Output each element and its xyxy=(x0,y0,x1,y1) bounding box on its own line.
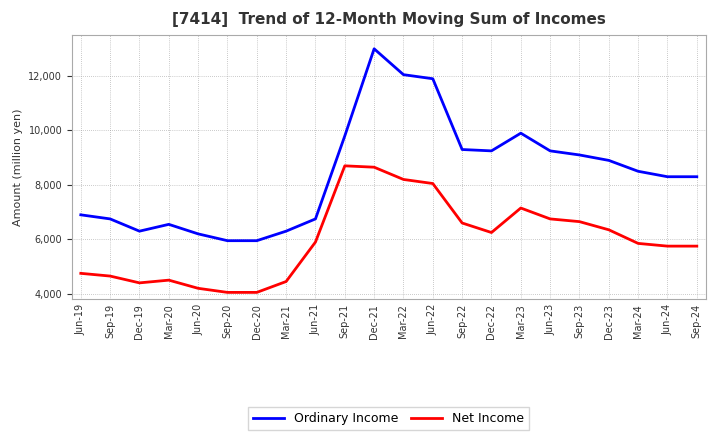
Ordinary Income xyxy=(282,228,290,234)
Net Income xyxy=(223,290,232,295)
Ordinary Income xyxy=(253,238,261,243)
Net Income xyxy=(164,278,173,283)
Net Income xyxy=(663,243,672,249)
Net Income xyxy=(693,243,701,249)
Net Income xyxy=(370,165,379,170)
Net Income xyxy=(282,279,290,284)
Net Income xyxy=(253,290,261,295)
Net Income xyxy=(399,177,408,182)
Ordinary Income xyxy=(634,169,642,174)
Net Income xyxy=(634,241,642,246)
Net Income xyxy=(516,205,525,211)
Ordinary Income xyxy=(370,46,379,51)
Ordinary Income xyxy=(605,158,613,163)
Net Income xyxy=(487,230,496,235)
Ordinary Income xyxy=(575,152,584,158)
Ordinary Income xyxy=(311,216,320,222)
Ordinary Income xyxy=(399,72,408,77)
Ordinary Income xyxy=(106,216,114,222)
Ordinary Income xyxy=(223,238,232,243)
Ordinary Income xyxy=(458,147,467,152)
Net Income xyxy=(575,219,584,224)
Title: [7414]  Trend of 12-Month Moving Sum of Incomes: [7414] Trend of 12-Month Moving Sum of I… xyxy=(172,12,606,27)
Y-axis label: Amount (million yen): Amount (million yen) xyxy=(13,108,23,226)
Ordinary Income xyxy=(194,231,202,237)
Net Income xyxy=(135,280,144,286)
Ordinary Income xyxy=(663,174,672,180)
Ordinary Income xyxy=(135,228,144,234)
Net Income xyxy=(341,163,349,169)
Net Income xyxy=(106,273,114,279)
Ordinary Income xyxy=(428,76,437,81)
Net Income xyxy=(546,216,554,222)
Ordinary Income xyxy=(76,212,85,217)
Ordinary Income xyxy=(546,148,554,154)
Net Income xyxy=(428,181,437,186)
Ordinary Income xyxy=(164,222,173,227)
Net Income xyxy=(605,227,613,232)
Net Income xyxy=(76,271,85,276)
Line: Ordinary Income: Ordinary Income xyxy=(81,49,697,241)
Net Income xyxy=(311,239,320,245)
Ordinary Income xyxy=(487,148,496,154)
Ordinary Income xyxy=(341,133,349,139)
Net Income xyxy=(458,220,467,226)
Ordinary Income xyxy=(516,131,525,136)
Line: Net Income: Net Income xyxy=(81,166,697,293)
Net Income xyxy=(194,286,202,291)
Ordinary Income xyxy=(693,174,701,180)
Legend: Ordinary Income, Net Income: Ordinary Income, Net Income xyxy=(248,407,529,430)
